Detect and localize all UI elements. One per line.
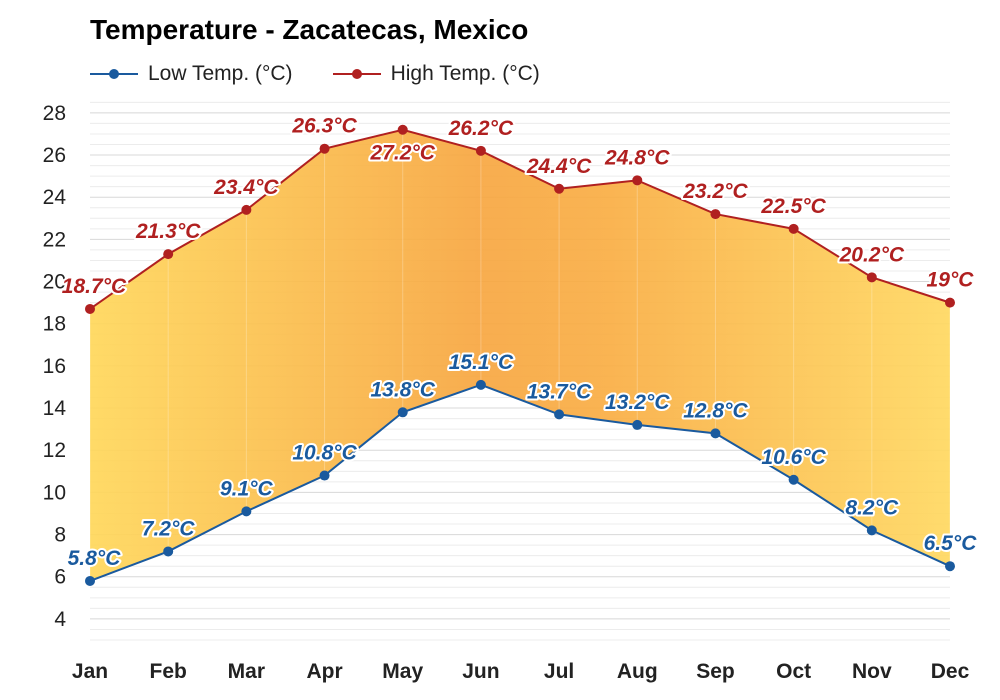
legend-label-low: Low Temp. (°C) [148, 62, 293, 85]
data-point-high[interactable] [710, 209, 721, 220]
x-tick-label: Jun [462, 660, 499, 683]
data-label-low: 10.8°C [292, 442, 357, 465]
x-tick-label: Mar [228, 660, 265, 683]
x-tick-label: Jul [544, 660, 574, 683]
data-label-low: 10.6°C [761, 446, 826, 469]
y-tick-label: 12 [43, 439, 66, 462]
data-label-high: 27.2°C [370, 142, 436, 165]
data-label-high: 19°C [927, 269, 975, 292]
data-point-high[interactable] [241, 204, 252, 215]
x-tick-label: Feb [150, 660, 187, 683]
data-label-low: 5.8°C [68, 547, 122, 570]
data-label-low: 13.2°C [605, 391, 670, 414]
y-tick-label: 6 [54, 566, 66, 589]
data-point-high[interactable] [866, 272, 877, 283]
legend-swatch-low [90, 69, 138, 79]
x-tick-label: Aug [617, 660, 658, 683]
y-tick-label: 14 [43, 397, 67, 420]
y-tick-label: 4 [54, 608, 66, 631]
data-point-low[interactable] [632, 419, 643, 430]
x-tick-label: Jan [72, 660, 108, 683]
data-label-low: 7.2°C [142, 517, 196, 540]
y-tick-label: 28 [43, 102, 66, 125]
data-point-low[interactable] [85, 575, 95, 586]
x-tick-label: Oct [776, 660, 811, 683]
data-point-low[interactable] [866, 525, 877, 536]
data-point-low[interactable] [475, 379, 486, 390]
data-point-high[interactable] [788, 223, 799, 234]
data-label-high: 24.8°C [604, 146, 670, 169]
data-label-low: 8.2°C [845, 496, 899, 519]
data-label-low: 15.1°C [449, 351, 514, 374]
data-label-high: 26.2°C [448, 117, 514, 140]
x-tick-label: Apr [306, 660, 342, 683]
chart-title: Temperature - Zacatecas, Mexico [90, 14, 529, 45]
legend-item-low[interactable]: Low Temp. (°C) [90, 62, 293, 86]
data-label-high: 23.4°C [213, 176, 279, 199]
data-point-high[interactable] [632, 175, 643, 186]
data-label-high: 20.2°C [839, 243, 905, 266]
data-point-high[interactable] [163, 249, 174, 260]
data-label-high: 21.3°C [135, 220, 201, 243]
data-point-low[interactable] [710, 428, 721, 439]
data-point-high[interactable] [475, 145, 486, 156]
legend: Low Temp. (°C) High Temp. (°C) [90, 60, 580, 88]
y-tick-label: 20 [43, 271, 66, 294]
data-label-low: 12.8°C [683, 399, 748, 422]
legend-swatch-high [332, 69, 381, 79]
data-point-high[interactable] [397, 124, 408, 135]
series-line-high [89, 128, 951, 310]
data-point-high[interactable] [945, 297, 955, 308]
data-label-high: 24.4°C [526, 155, 592, 178]
data-label-high: 26.3°C [291, 115, 357, 138]
x-tick-label: May [382, 660, 423, 683]
data-label-low: 6.5°C [924, 532, 978, 555]
data-point-low[interactable] [788, 474, 799, 485]
data-point-high[interactable] [85, 303, 95, 314]
data-point-high[interactable] [554, 183, 565, 194]
y-tick-label: 10 [43, 481, 66, 504]
legend-item-high[interactable]: High Temp. (°C) [332, 62, 540, 86]
x-tick-label: Dec [931, 660, 970, 683]
data-point-low[interactable] [163, 546, 174, 557]
legend-label-high: High Temp. (°C) [390, 62, 540, 85]
y-tick-label: 16 [43, 355, 66, 378]
data-point-low[interactable] [945, 561, 955, 572]
x-tick-label: Nov [852, 660, 892, 683]
data-label-low: 13.8°C [371, 378, 436, 401]
y-tick-label: 18 [43, 313, 66, 336]
data-point-low[interactable] [554, 409, 565, 420]
data-point-low[interactable] [319, 470, 330, 481]
data-point-high[interactable] [319, 143, 330, 154]
x-tick-label: Sep [696, 660, 735, 683]
data-point-low[interactable] [241, 506, 252, 517]
data-label-high: 23.2°C [682, 180, 748, 203]
y-tick-label: 8 [54, 524, 66, 547]
data-label-low: 13.7°C [527, 380, 592, 403]
data-point-low[interactable] [397, 407, 408, 418]
data-label-low: 9.1°C [220, 477, 274, 500]
data-label-high: 18.7°C [62, 275, 127, 298]
series-line-low [89, 383, 951, 582]
y-tick-label: 26 [43, 144, 66, 167]
y-tick-label: 24 [43, 186, 67, 209]
data-label-high: 22.5°C [760, 195, 826, 218]
temperature-range-band [90, 129, 950, 581]
y-tick-label: 22 [43, 228, 66, 251]
